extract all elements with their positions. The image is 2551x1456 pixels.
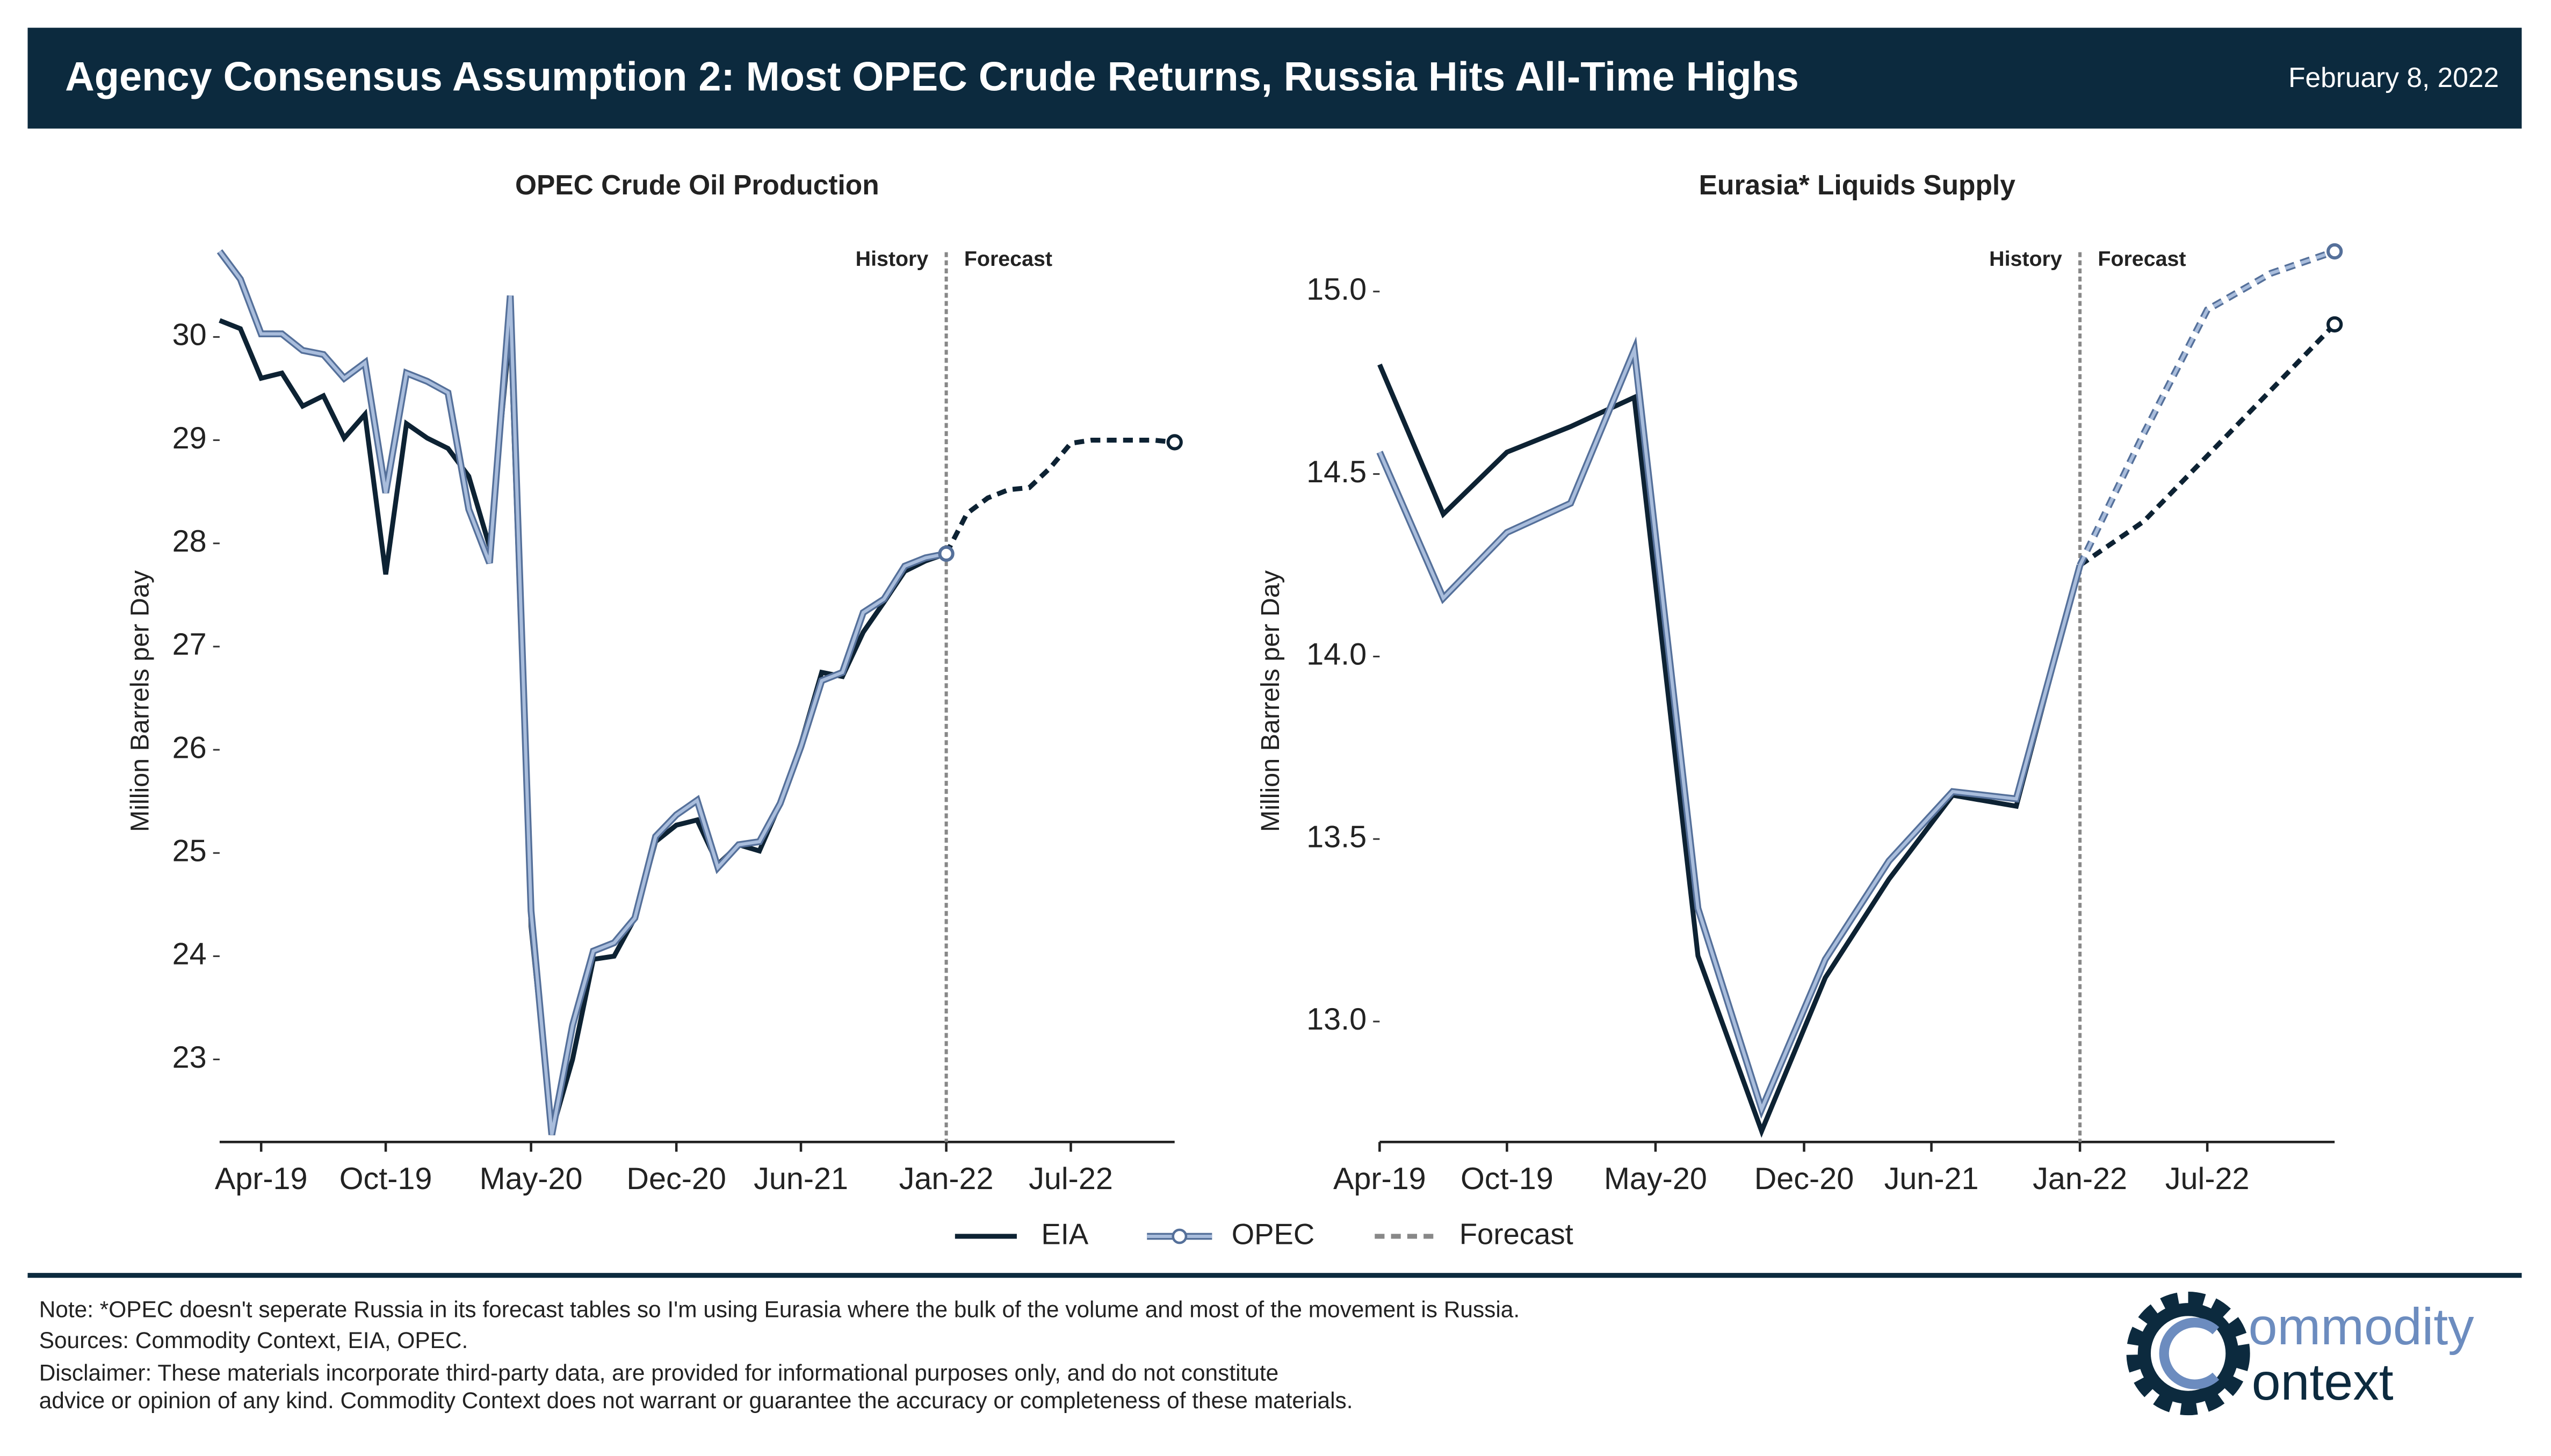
- x-tick-label: Jan-22: [899, 1162, 994, 1196]
- divider-label: History: [1989, 247, 2062, 271]
- legend-label: Forecast: [1459, 1218, 1573, 1250]
- y-tick-label: 29: [172, 421, 207, 455]
- y-tick-label: 23: [172, 1040, 207, 1075]
- series-line-edge: [1376, 336, 2084, 1119]
- logo-gear: [2137, 1303, 2239, 1404]
- note: Disclaimer: These materials incorporate …: [39, 1360, 1279, 1386]
- end-marker: [938, 545, 955, 562]
- series-line: [944, 438, 1175, 555]
- x-tick-label: Apr-19: [215, 1162, 308, 1196]
- x-tick-label: Dec-20: [1754, 1162, 1854, 1196]
- y-tick-label: 30: [172, 318, 207, 352]
- logo-text: ommodity: [2249, 1297, 2475, 1356]
- x-tick-label: Oct-19: [339, 1162, 432, 1196]
- x-tick-label: Apr-19: [1333, 1162, 1426, 1196]
- legend: EIA OPEC Forecast: [955, 1218, 1573, 1250]
- series-line: [2078, 322, 2337, 568]
- y-tick-label: 14.5: [1306, 455, 1367, 489]
- x-tick-label: Jan-22: [2033, 1162, 2127, 1196]
- logo-c: [2159, 1317, 2220, 1389]
- x-tick-label: Jul-22: [2165, 1162, 2250, 1196]
- y-tick-label: 15.0: [1306, 272, 1367, 307]
- chart-title: Eurasia* Liquids Supply: [1699, 169, 2016, 200]
- y-axis-label: Million Barrels per Day: [125, 570, 154, 832]
- divider-label: Forecast: [964, 247, 1052, 271]
- note: Sources: Commodity Context, EIA, OPEC.: [39, 1328, 468, 1353]
- x-tick-label: Oct-19: [1461, 1162, 1553, 1196]
- y-tick-label: 28: [172, 524, 207, 559]
- header-band: [27, 27, 2522, 129]
- x-tick-label: May-20: [1604, 1162, 1707, 1196]
- series-line: [2078, 250, 2336, 566]
- y-tick-label: 13.0: [1306, 1002, 1367, 1037]
- legend-label: EIA: [1041, 1218, 1088, 1250]
- y-tick-label: 14.0: [1306, 638, 1367, 672]
- legend-label: OPEC: [1232, 1218, 1314, 1250]
- y-tick-label: 27: [172, 627, 207, 662]
- chart-title: OPEC Crude Oil Production: [515, 169, 879, 200]
- header-date: February 8, 2022: [2288, 62, 2499, 93]
- divider-label: History: [856, 247, 929, 271]
- series-line: [219, 318, 948, 1133]
- note: Note: *OPEC doesn't seperate Russia in i…: [39, 1296, 1520, 1322]
- x-tick-label: Jun-21: [754, 1162, 848, 1196]
- y-axis-label: Million Barrels per Day: [1256, 570, 1285, 832]
- x-tick-label: Dec-20: [626, 1162, 726, 1196]
- series-line: [1377, 363, 2083, 1138]
- end-marker: [1166, 434, 1183, 451]
- header-title: Agency Consensus Assumption 2: Most OPEC…: [65, 54, 1799, 100]
- legend-swatch: [1172, 1228, 1188, 1244]
- note: advice or opinion of any kind. Commodity…: [39, 1388, 1353, 1413]
- end-marker: [2326, 243, 2343, 260]
- y-tick-label: 13.5: [1306, 820, 1367, 854]
- x-tick-label: Jun-21: [1884, 1162, 1979, 1196]
- logo-text: ontext: [2252, 1352, 2394, 1411]
- x-tick-label: Jul-22: [1029, 1162, 1113, 1196]
- series-line-edge: [2077, 248, 2336, 567]
- y-tick-label: 26: [172, 730, 207, 765]
- series-line: [218, 250, 947, 1135]
- y-tick-label: 25: [172, 834, 207, 868]
- end-marker: [2326, 316, 2343, 333]
- series-line: [1378, 343, 2082, 1114]
- divider-label: Forecast: [2098, 247, 2186, 271]
- logo: ommodity ontext: [2126, 1291, 2475, 1416]
- x-tick-label: May-20: [480, 1162, 583, 1196]
- y-tick-label: 24: [172, 937, 207, 972]
